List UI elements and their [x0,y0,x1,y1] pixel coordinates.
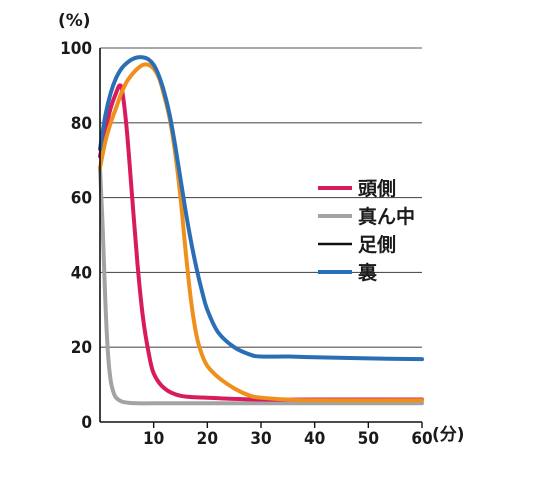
x-axis-unit-label: (分) [432,425,465,445]
x-tick-labels: 10 20 30 40 50 60 [143,429,433,449]
x-tick-label: 50 [358,429,379,449]
legend-label: 真ん中 [358,205,415,228]
y-tick-label: 0 [81,413,92,433]
x-tick-label: 20 [197,429,218,449]
x-tick-label: 40 [304,429,325,449]
x-tick-label: 30 [250,429,271,449]
axes [99,48,423,428]
y-tick-label: 100 [60,39,92,59]
legend-label: 裏 [357,261,378,284]
series-layer [98,55,424,406]
gridlines [100,47,422,348]
y-tick-label: 60 [71,189,92,209]
series-line-真ん中 [98,165,424,406]
legend-label: 頭側 [358,178,396,200]
y-tick-label: 20 [71,338,92,358]
y-tick-label: 40 [71,263,92,283]
y-tick-labels: 0 20 40 60 80 100 [60,39,92,433]
y-axis-unit-label: (%) [58,11,91,31]
series-line-頭側 [98,83,424,402]
x-tick-label: 60 [411,429,432,449]
legend-label: 足側 [358,234,396,256]
y-tick-label: 80 [71,114,92,134]
series-line-裏 [98,55,424,362]
x-tick-label: 10 [143,429,164,449]
